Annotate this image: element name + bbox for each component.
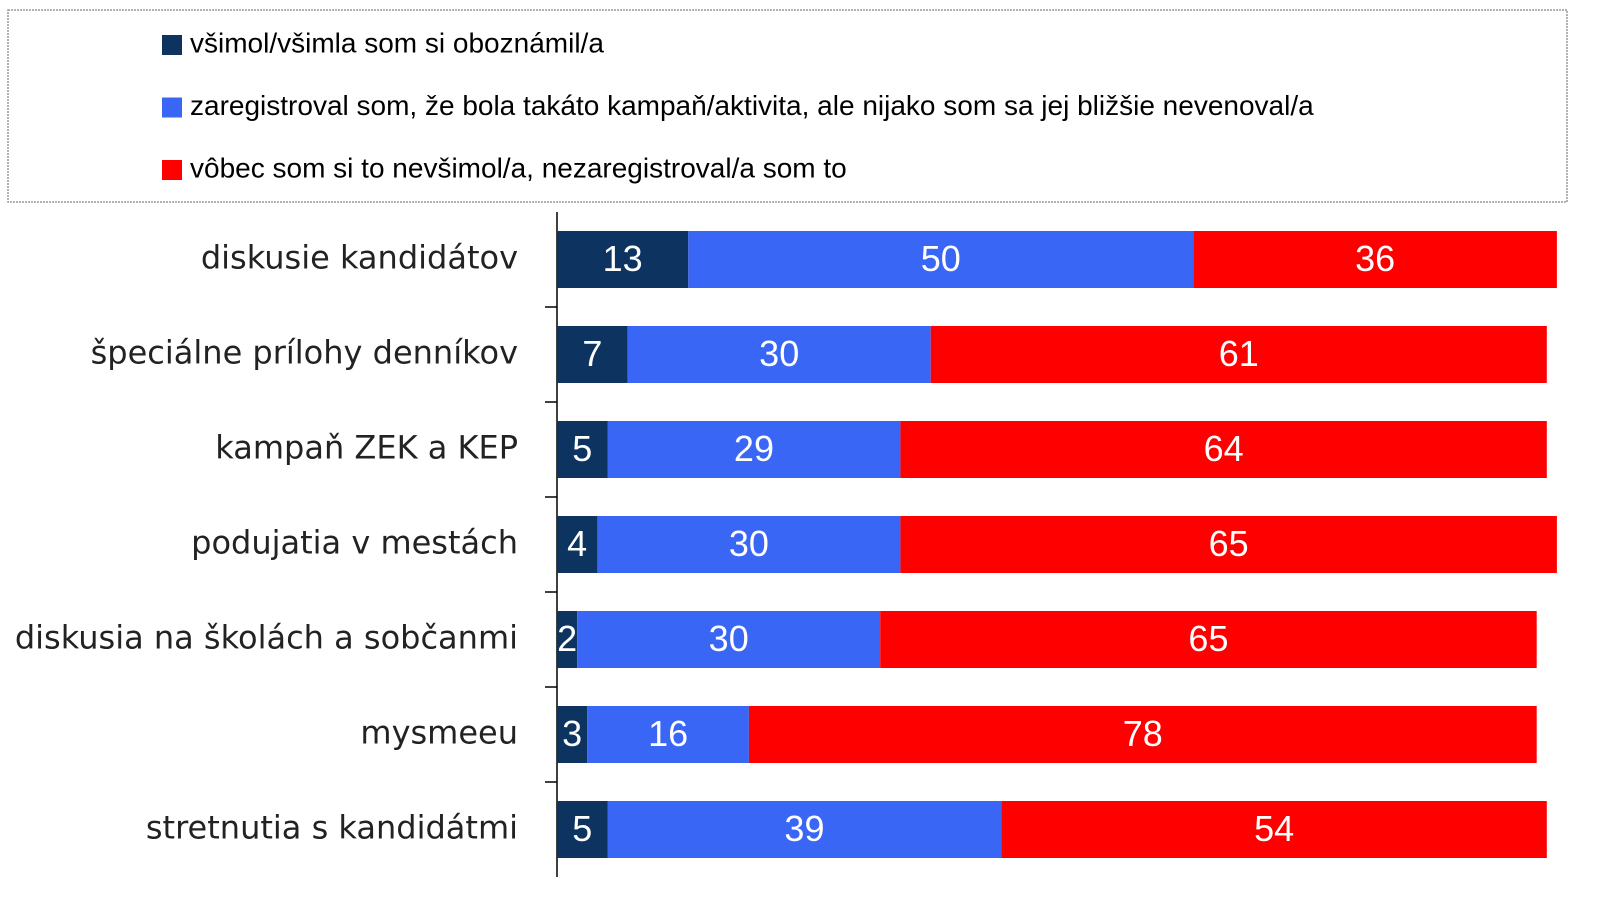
value-label: 7 bbox=[582, 333, 602, 374]
value-label: 5 bbox=[572, 428, 592, 469]
value-label: 61 bbox=[1219, 333, 1259, 374]
legend-box bbox=[7, 9, 1568, 203]
bar-segment bbox=[1001, 801, 1547, 858]
legend-label: zaregistroval som, že bola takáto kampaň… bbox=[190, 90, 1314, 121]
value-label: 29 bbox=[734, 428, 774, 469]
value-label: 30 bbox=[759, 333, 799, 374]
bar-segment bbox=[900, 516, 1557, 573]
bar-segment bbox=[557, 326, 628, 383]
value-label: 36 bbox=[1355, 238, 1395, 279]
category-label: stretnutia s kandidátmi bbox=[146, 809, 518, 847]
bar-segment bbox=[557, 231, 689, 288]
bar-segment bbox=[557, 421, 608, 478]
legend-label: vôbec som si to nevšimol/a, nezaregistro… bbox=[190, 152, 847, 183]
bar-segment bbox=[557, 516, 598, 573]
bar-segment bbox=[748, 706, 1537, 763]
category-label: diskusia na školách a sobčanmi bbox=[15, 619, 518, 657]
legend-swatch bbox=[162, 160, 182, 180]
value-label: 54 bbox=[1254, 808, 1294, 849]
value-label: 65 bbox=[1188, 618, 1228, 659]
bar-segment bbox=[880, 611, 1537, 668]
value-label: 4 bbox=[567, 523, 587, 564]
value-label: 50 bbox=[921, 238, 961, 279]
bar-segment bbox=[557, 611, 578, 668]
legend-swatch bbox=[162, 97, 182, 118]
bar-segment bbox=[607, 801, 1002, 858]
bar-segment bbox=[557, 801, 608, 858]
value-label: 16 bbox=[648, 713, 688, 754]
value-label: 39 bbox=[784, 808, 824, 849]
value-label: 30 bbox=[709, 618, 749, 659]
category-label: mysmeeu bbox=[360, 714, 518, 752]
value-label: 78 bbox=[1123, 713, 1163, 754]
bar-segment bbox=[930, 326, 1547, 383]
bar-segment bbox=[607, 421, 901, 478]
legend-label: všimol/všimla som si oboznámil/a bbox=[190, 27, 604, 58]
value-label: 65 bbox=[1209, 523, 1249, 564]
bar-segment bbox=[1193, 231, 1557, 288]
value-label: 3 bbox=[562, 713, 582, 754]
value-label: 64 bbox=[1204, 428, 1244, 469]
category-label: podujatia v mestách bbox=[191, 524, 518, 562]
bar-segment bbox=[900, 421, 1547, 478]
value-label: 13 bbox=[603, 238, 643, 279]
bar-segment bbox=[688, 231, 1194, 288]
value-label: 5 bbox=[572, 808, 592, 849]
bar-segment bbox=[577, 611, 881, 668]
bar-segment bbox=[597, 516, 901, 573]
value-label: 2 bbox=[557, 618, 577, 659]
bar-segment bbox=[557, 706, 588, 763]
legend-swatch bbox=[162, 35, 182, 55]
value-label: 30 bbox=[729, 523, 769, 564]
category-label: diskusie kandidátov bbox=[201, 239, 518, 277]
category-label: špeciálne prílohy denníkov bbox=[91, 334, 518, 372]
bar-segment bbox=[587, 706, 749, 763]
bar-segment bbox=[627, 326, 931, 383]
category-label: kampaň ZEK a KEP bbox=[215, 429, 518, 467]
